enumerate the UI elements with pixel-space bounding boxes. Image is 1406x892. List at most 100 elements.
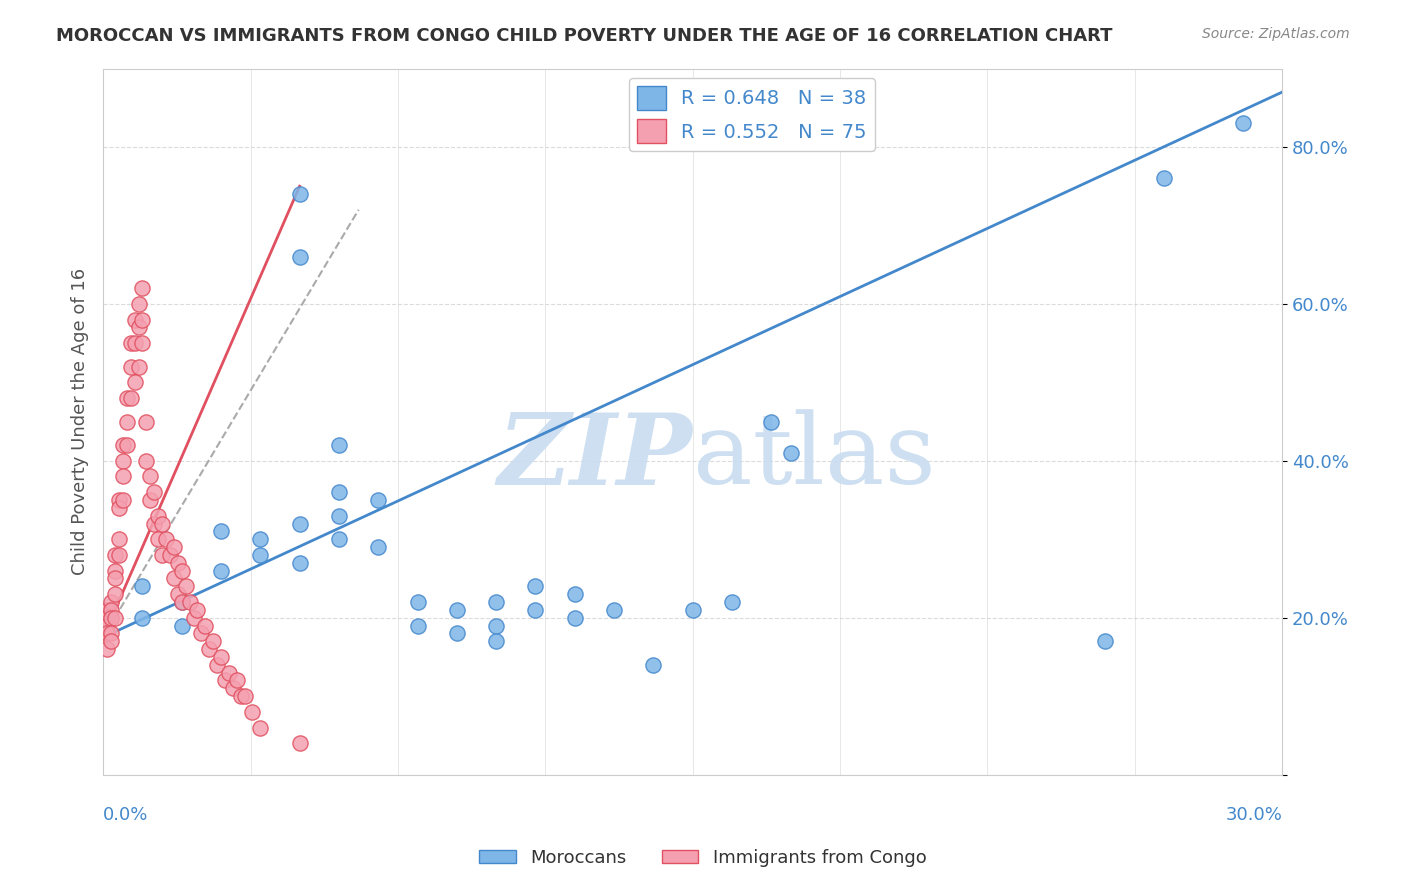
Point bbox=[170, 564, 193, 578]
Point bbox=[170, 595, 193, 609]
Point bbox=[446, 603, 468, 617]
Point bbox=[225, 673, 247, 688]
Point bbox=[780, 446, 803, 460]
Point bbox=[155, 533, 177, 547]
Point bbox=[131, 579, 153, 593]
Point bbox=[202, 634, 225, 648]
Point bbox=[524, 579, 547, 593]
Point bbox=[186, 603, 208, 617]
Point bbox=[249, 548, 271, 562]
Point bbox=[104, 564, 127, 578]
Point bbox=[131, 281, 153, 295]
Point bbox=[288, 556, 311, 570]
Point bbox=[328, 485, 350, 500]
Point bbox=[150, 548, 173, 562]
Text: atlas: atlas bbox=[693, 409, 935, 505]
Y-axis label: Child Poverty Under the Age of 16: Child Poverty Under the Age of 16 bbox=[72, 268, 89, 575]
Point bbox=[564, 587, 586, 601]
Point bbox=[249, 533, 271, 547]
Point bbox=[146, 533, 169, 547]
Point bbox=[108, 493, 131, 508]
Point bbox=[170, 618, 193, 632]
Point bbox=[209, 564, 232, 578]
Point bbox=[721, 595, 744, 609]
Point bbox=[288, 187, 311, 202]
Point bbox=[222, 681, 245, 696]
Point bbox=[524, 603, 547, 617]
Point bbox=[170, 595, 193, 609]
Point bbox=[159, 548, 181, 562]
Point bbox=[205, 657, 228, 672]
Point bbox=[1094, 634, 1116, 648]
Point bbox=[96, 610, 118, 624]
Point bbox=[108, 533, 131, 547]
Point bbox=[288, 250, 311, 264]
Point bbox=[146, 508, 169, 523]
Point bbox=[214, 673, 236, 688]
Point bbox=[328, 508, 350, 523]
Point bbox=[96, 626, 118, 640]
Point bbox=[190, 626, 212, 640]
Point bbox=[124, 336, 146, 351]
Point bbox=[96, 618, 118, 632]
Point bbox=[288, 516, 311, 531]
Point bbox=[111, 454, 134, 468]
Point bbox=[100, 595, 122, 609]
Point bbox=[143, 516, 166, 531]
Point bbox=[115, 438, 138, 452]
Point bbox=[139, 469, 162, 483]
Point bbox=[135, 454, 157, 468]
Point bbox=[135, 415, 157, 429]
Point bbox=[131, 336, 153, 351]
Point bbox=[100, 610, 122, 624]
Point bbox=[128, 297, 150, 311]
Point bbox=[194, 618, 217, 632]
Point bbox=[229, 689, 252, 703]
Point bbox=[124, 312, 146, 326]
Legend: Moroccans, Immigrants from Congo: Moroccans, Immigrants from Congo bbox=[472, 842, 934, 874]
Point bbox=[131, 312, 153, 326]
Point bbox=[120, 336, 142, 351]
Point bbox=[367, 540, 389, 554]
Point bbox=[328, 438, 350, 452]
Point bbox=[115, 391, 138, 405]
Point bbox=[367, 493, 389, 508]
Point bbox=[485, 618, 508, 632]
Point bbox=[1232, 116, 1254, 130]
Point bbox=[115, 415, 138, 429]
Point bbox=[104, 587, 127, 601]
Point bbox=[1153, 171, 1175, 186]
Text: Source: ZipAtlas.com: Source: ZipAtlas.com bbox=[1202, 27, 1350, 41]
Point bbox=[406, 595, 429, 609]
Point bbox=[643, 657, 665, 672]
Point bbox=[209, 649, 232, 664]
Point bbox=[100, 634, 122, 648]
Point bbox=[242, 705, 264, 719]
Text: 0.0%: 0.0% bbox=[103, 806, 149, 824]
Point bbox=[183, 610, 205, 624]
Point bbox=[120, 391, 142, 405]
Point bbox=[150, 516, 173, 531]
Point bbox=[249, 721, 271, 735]
Legend: R = 0.648   N = 38, R = 0.552   N = 75: R = 0.648 N = 38, R = 0.552 N = 75 bbox=[628, 78, 875, 151]
Point bbox=[131, 610, 153, 624]
Point bbox=[564, 610, 586, 624]
Point bbox=[104, 548, 127, 562]
Point bbox=[108, 500, 131, 515]
Point bbox=[406, 618, 429, 632]
Point bbox=[139, 493, 162, 508]
Point bbox=[100, 603, 122, 617]
Point bbox=[761, 415, 783, 429]
Point bbox=[233, 689, 256, 703]
Point bbox=[682, 603, 704, 617]
Point bbox=[603, 603, 626, 617]
Point bbox=[166, 556, 188, 570]
Point bbox=[163, 540, 186, 554]
Point bbox=[328, 533, 350, 547]
Point bbox=[174, 579, 197, 593]
Point bbox=[108, 548, 131, 562]
Point bbox=[163, 571, 186, 585]
Point bbox=[128, 320, 150, 334]
Point bbox=[485, 595, 508, 609]
Text: ZIP: ZIP bbox=[498, 409, 693, 505]
